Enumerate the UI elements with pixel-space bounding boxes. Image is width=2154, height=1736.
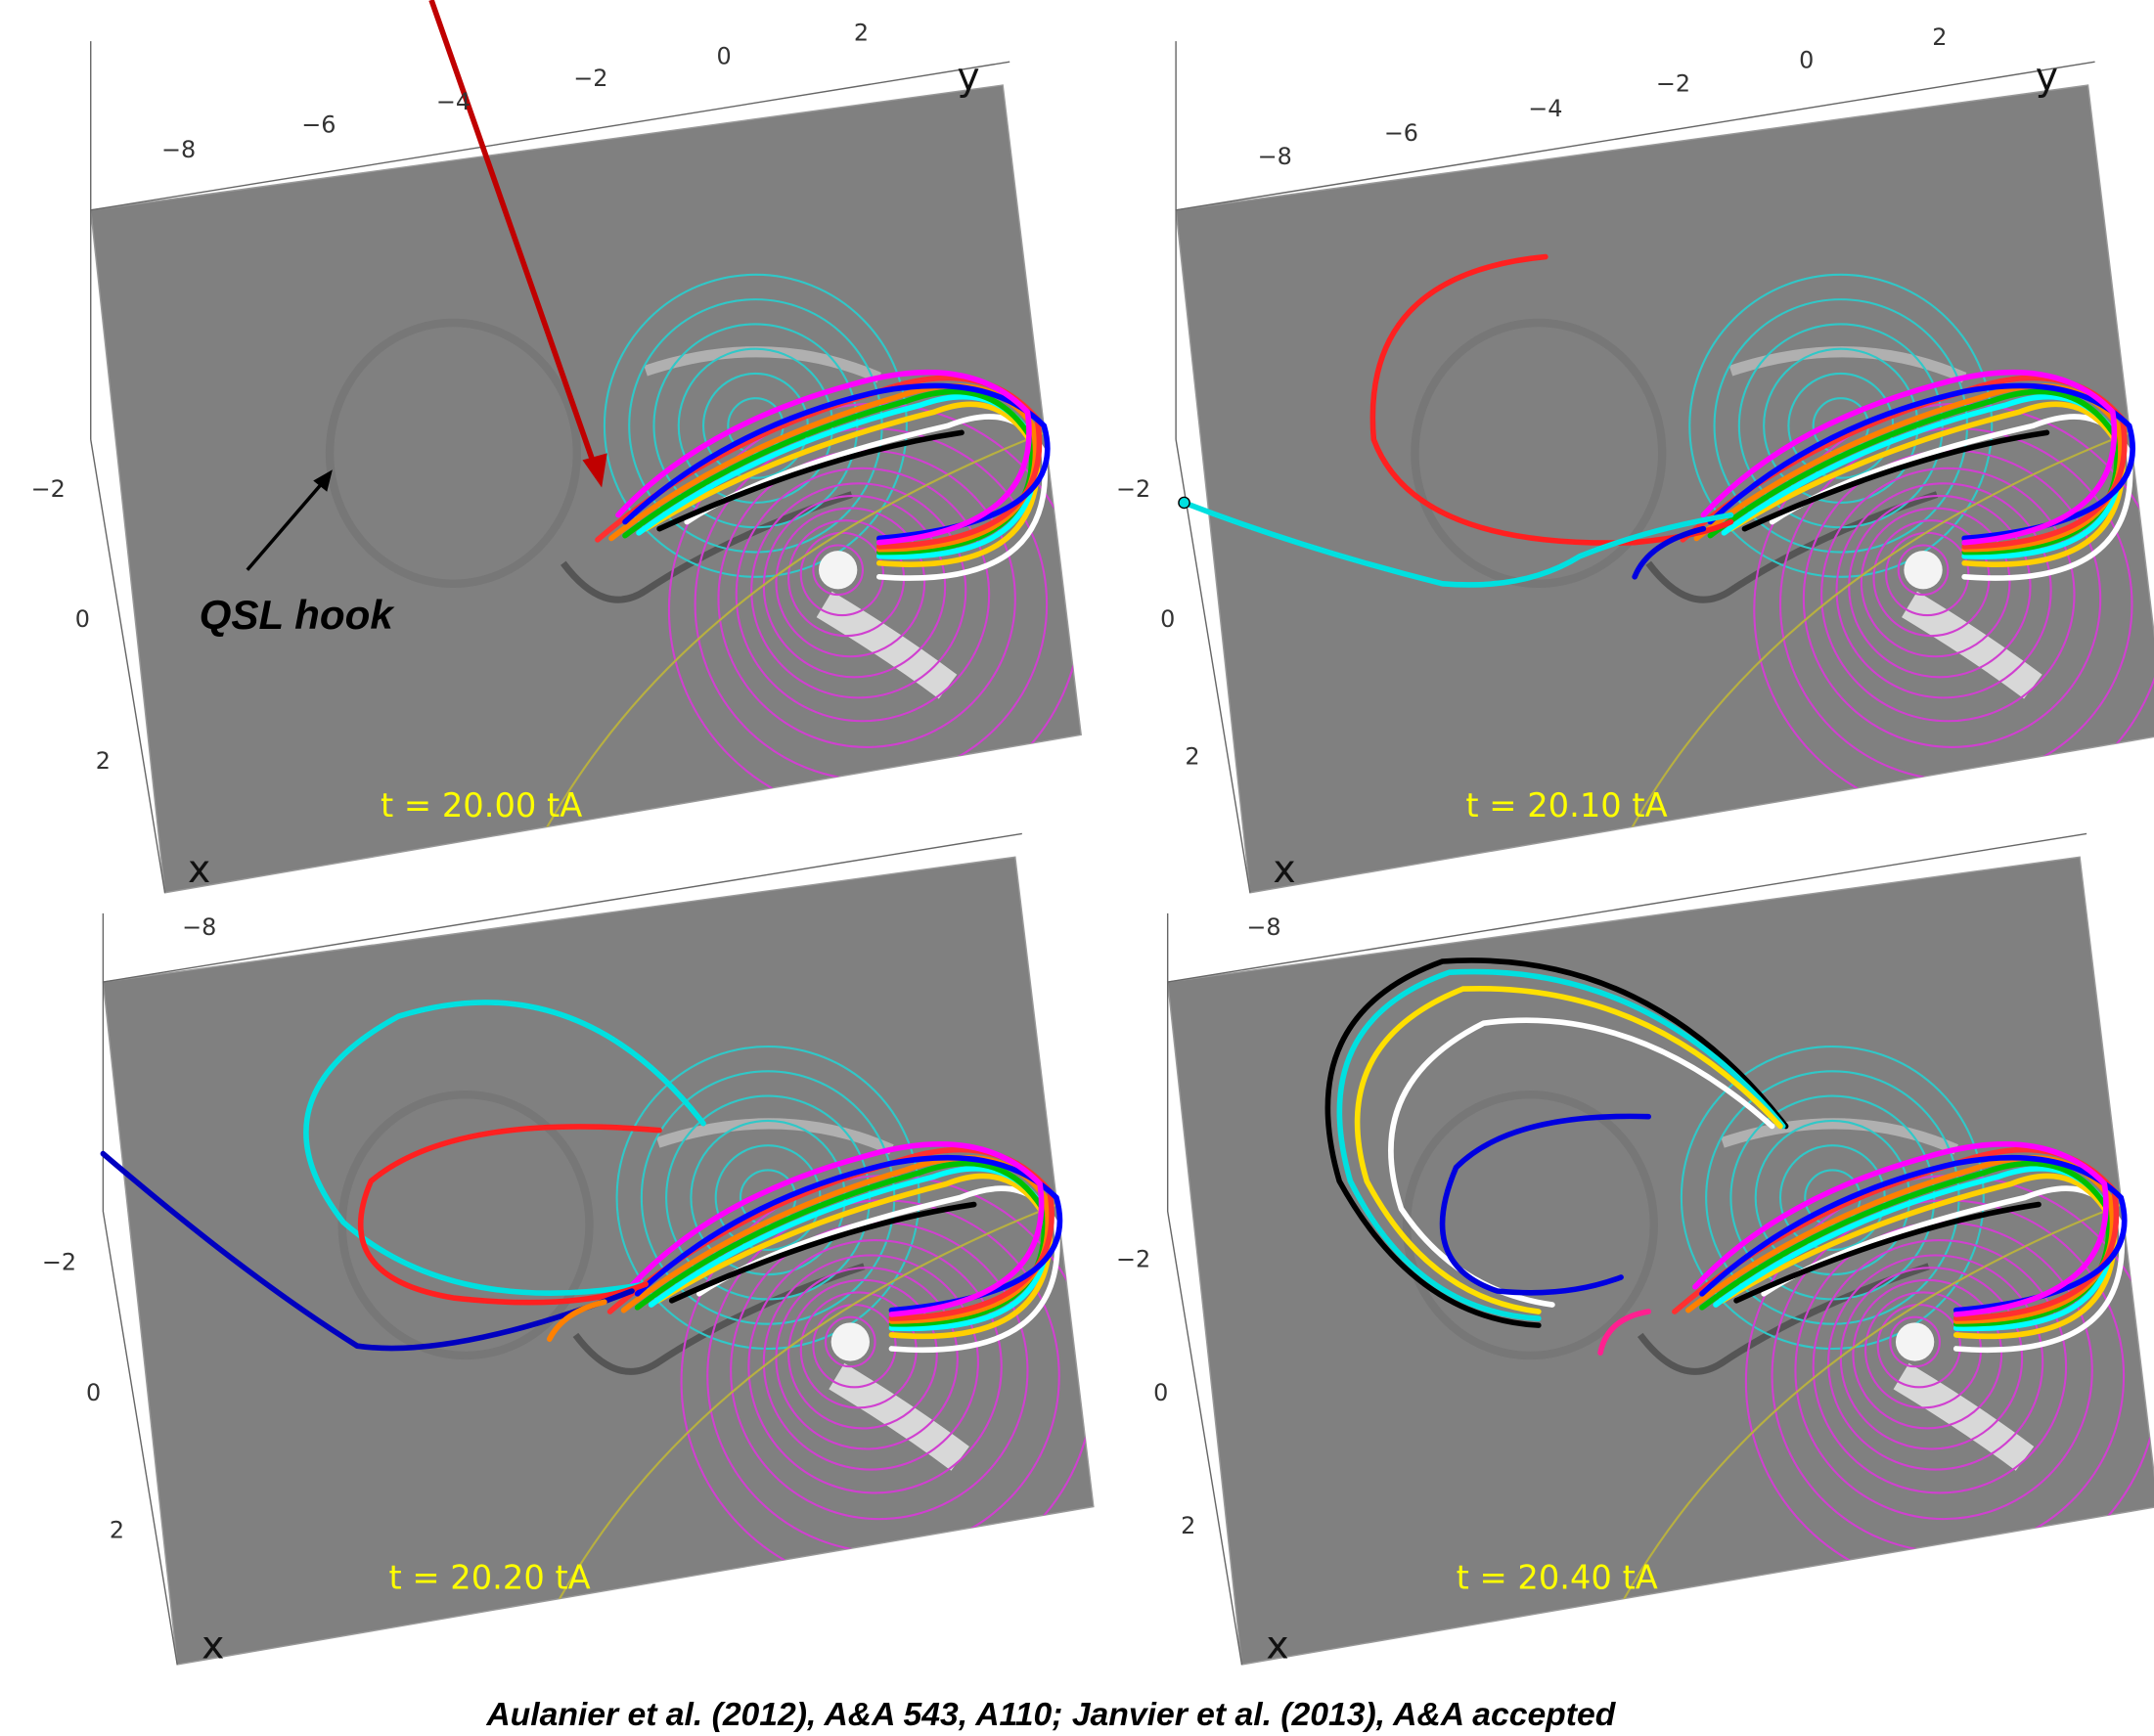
y-tick-label: −2 xyxy=(1656,70,1690,98)
y-tick-label: −4 xyxy=(436,88,471,115)
y-tick-label: −8 xyxy=(1246,913,1280,941)
time-label: t = 20.10 tA xyxy=(1465,786,1667,824)
x-tick-label: 0 xyxy=(75,605,90,633)
panel-image xyxy=(1176,85,2154,907)
x-tick-label: −2 xyxy=(1116,475,1150,503)
x-tick-label: −2 xyxy=(42,1248,76,1275)
axis-label: y xyxy=(957,56,979,100)
x-tick-label: 2 xyxy=(1181,1512,1195,1539)
y-tick-label: −8 xyxy=(161,136,196,163)
figure: QSL hook Aulanier et al. (2012), A&A 543… xyxy=(0,0,2154,1736)
y-tick-label: 0 xyxy=(717,42,732,69)
y-tick-label: −8 xyxy=(1258,143,1292,170)
y-tick-label: −8 xyxy=(182,913,216,941)
y-tick-label: −4 xyxy=(1528,95,1562,122)
x-tick-label: −2 xyxy=(1116,1246,1150,1273)
time-label: t = 20.20 tA xyxy=(388,1558,590,1596)
axis-label: x xyxy=(202,1625,224,1669)
y-tick-label: −6 xyxy=(1384,119,1418,147)
panel-image xyxy=(103,857,1093,1678)
axis-label: x xyxy=(1273,848,1295,892)
x-tick-label: −2 xyxy=(31,475,66,503)
x-tick-label: 2 xyxy=(110,1516,124,1543)
y-tick-label: −6 xyxy=(301,111,336,139)
axis-label: x xyxy=(188,848,210,892)
panel-image xyxy=(91,85,1081,907)
x-tick-label: 0 xyxy=(1160,605,1175,633)
panel-image xyxy=(1168,857,2154,1678)
caption: Aulanier et al. (2012), A&A 543, A110; J… xyxy=(485,1696,1616,1733)
time-label: t = 20.00 tA xyxy=(381,786,582,824)
annotation: QSL hook xyxy=(200,592,396,639)
x-tick-label: 0 xyxy=(86,1379,101,1406)
axis-label: x xyxy=(1266,1625,1288,1669)
y-tick-label: −2 xyxy=(573,65,607,92)
x-tick-label: 0 xyxy=(1153,1379,1168,1406)
marker xyxy=(1179,497,1189,508)
time-label: t = 20.40 tA xyxy=(1457,1558,1658,1596)
y-tick-label: 0 xyxy=(1799,47,1814,74)
x-tick-label: 2 xyxy=(1185,743,1199,771)
x-tick-label: 2 xyxy=(96,747,111,775)
y-tick-label: 2 xyxy=(1932,23,1947,51)
axis-label: y xyxy=(2036,56,2058,100)
y-tick-label: 2 xyxy=(854,20,869,47)
